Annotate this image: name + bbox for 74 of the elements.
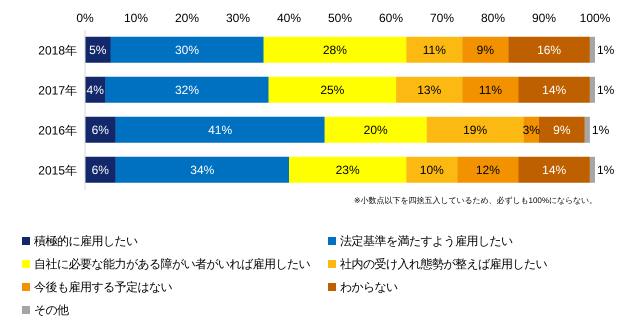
data-label: 30% (174, 42, 200, 57)
bar (508, 36, 590, 63)
legend-label: 法定基準を満たすよう雇用したい (340, 232, 512, 250)
data-label: 3% (522, 122, 540, 137)
data-label: 11% (422, 42, 446, 57)
data-label: 32% (174, 82, 200, 97)
data-label: 23% (336, 162, 360, 177)
data-label: 16% (537, 42, 562, 57)
x-tick-label: 60% (378, 11, 404, 25)
data-label: 19% (463, 122, 488, 137)
bar (324, 116, 427, 143)
data-label: 14% (542, 162, 567, 177)
bar (462, 76, 518, 103)
data-label: 6% (92, 162, 110, 177)
bar (426, 116, 524, 143)
x-tick-label: 0% (76, 11, 94, 25)
bar (268, 76, 396, 103)
data-label: 34% (190, 162, 215, 177)
data-label: 41% (208, 122, 232, 137)
x-tick-label: 80% (480, 11, 506, 25)
bar (116, 116, 325, 143)
x-tick-label: 40% (276, 11, 302, 25)
bar (590, 36, 595, 63)
data-label: 5% (89, 42, 107, 57)
bar (457, 156, 518, 183)
y-tick-label: 2015年 (38, 163, 77, 178)
bar (590, 156, 595, 183)
bar (406, 36, 462, 63)
bar (584, 116, 590, 143)
bar (289, 156, 406, 183)
bar (538, 116, 585, 143)
data-label: 9% (553, 122, 571, 137)
data-label: 12% (476, 162, 500, 177)
bar (116, 156, 289, 183)
x-tick-label: 30% (226, 11, 250, 25)
bar (462, 36, 508, 63)
data-label: 1% (597, 162, 615, 177)
legend-label: 積極的に雇用したい (34, 232, 138, 250)
data-label: 9% (476, 42, 494, 57)
data-label: 1% (592, 122, 610, 137)
bar (518, 156, 590, 183)
x-tick-label: 90% (532, 11, 556, 25)
data-label: 20% (364, 122, 388, 137)
x-tick-label: 20% (174, 11, 200, 25)
data-label: 14% (542, 82, 567, 97)
legend-label: 自社に必要な能力がある障がい者がいれば雇用したい (34, 256, 310, 272)
bar (518, 76, 590, 103)
data-label: 13% (417, 82, 442, 97)
x-tick-label: 70% (430, 11, 454, 25)
x-tick-label: 100% (580, 11, 611, 25)
data-label: 6% (92, 122, 110, 137)
data-label: 4% (86, 82, 104, 97)
x-tick-label: 10% (124, 11, 148, 25)
bar (590, 76, 595, 103)
data-label: 28% (322, 42, 348, 57)
data-label: 11% (478, 82, 502, 97)
y-tick-label: 2017年 (38, 83, 77, 98)
data-label: 10% (420, 162, 444, 177)
y-tick-label: 2018年 (38, 43, 77, 58)
y-tick-label: 2016年 (38, 123, 77, 138)
bar (110, 36, 264, 63)
data-label: 1% (597, 42, 615, 57)
bar (406, 156, 458, 183)
data-label: 25% (320, 82, 345, 97)
x-tick-label: 50% (328, 11, 352, 25)
legend-label: 社内の受け入れ態勢が整えば雇用したい (340, 256, 547, 272)
bar (105, 76, 269, 103)
bar (264, 36, 406, 63)
legend-label: わからない (340, 278, 398, 296)
text: ※小数点以下を四捨五入しているため、必ずしも100%にならない。 (354, 195, 597, 206)
bar (396, 76, 462, 103)
legend-label: 今後も雇用する予定はない (34, 278, 172, 296)
legend-label: その他 (34, 302, 68, 318)
data-label: 1% (597, 82, 615, 97)
